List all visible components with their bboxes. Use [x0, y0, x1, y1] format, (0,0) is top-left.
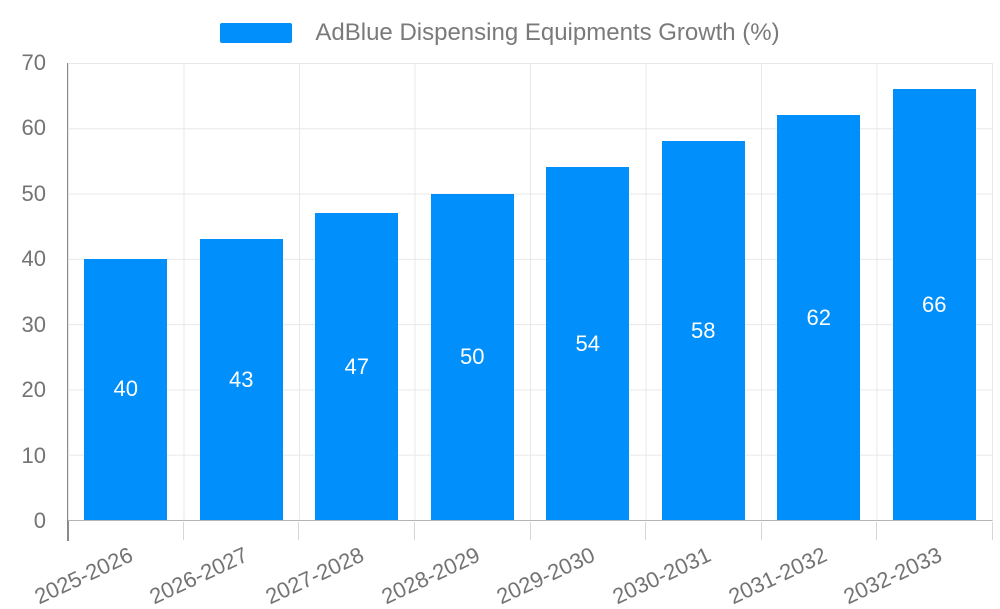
y-tick-label: 10 [21, 442, 46, 468]
x-axis-tick [760, 522, 762, 540]
bar-value-label: 43 [229, 366, 254, 392]
legend-label: AdBlue Dispensing Equipments Growth (%) [315, 19, 780, 46]
bar: 58 [661, 141, 745, 520]
x-axis-tick [529, 522, 531, 540]
bar: 50 [430, 193, 514, 520]
bar-value-label: 58 [691, 317, 716, 343]
y-axis-labels: 0 10 20 30 40 50 60 70 [0, 52, 46, 532]
x-axis-labels: 2025-2026 2026-2027 2027-2028 2028-2029 2029… [30, 542, 993, 609]
bar: 40 [84, 258, 168, 520]
x-tick-label: 2027-2028 [261, 542, 368, 609]
y-tick-label: 50 [21, 180, 46, 206]
x-axis-ticks [68, 522, 993, 540]
y-tick-label: 0 [33, 508, 46, 533]
bar-cell: 54 [530, 63, 646, 520]
bar-value-label: 50 [460, 343, 485, 369]
x-axis-tick [645, 522, 647, 540]
y-tick-label: 70 [21, 50, 46, 75]
bar-cell: 66 [877, 63, 993, 520]
bar-value-label: 54 [575, 330, 600, 356]
y-tick-label: 20 [21, 377, 46, 403]
x-axis-tick [413, 522, 415, 540]
x-axis-tick [876, 522, 878, 540]
bar: 62 [777, 115, 861, 520]
x-axis-tick [182, 522, 184, 540]
bar-value-label: 66 [922, 291, 947, 317]
bar-value-label: 62 [806, 304, 831, 330]
y-tick-label: 30 [21, 311, 46, 337]
legend: AdBlue Dispensing Equipments Growth (%) [0, 19, 1000, 46]
bar-cell: 43 [184, 63, 300, 520]
bar-cell: 47 [299, 63, 415, 520]
x-tick-label: 2030-2031 [608, 542, 715, 609]
bar-cell: 50 [415, 63, 531, 520]
bar-value-label: 40 [113, 376, 138, 402]
bar: 66 [892, 89, 976, 520]
bar: 43 [199, 239, 283, 520]
y-tick-label: 60 [21, 115, 46, 141]
plot-area: 40 43 47 50 54 58 62 66 [68, 63, 993, 521]
x-tick-label: 2032-2033 [839, 542, 946, 609]
x-tick-label: 2028-2029 [377, 542, 484, 609]
x-axis-tick [992, 522, 993, 540]
legend-swatch-icon [220, 23, 293, 44]
bar-cell: 40 [68, 63, 184, 520]
x-tick-label: 2029-2030 [492, 542, 599, 609]
y-tick-label: 40 [21, 246, 46, 272]
x-tick-label: 2026-2027 [146, 542, 253, 609]
x-tick-label: 2031-2032 [724, 542, 831, 609]
x-tick-label: 2025-2026 [30, 542, 137, 609]
bar: 54 [546, 167, 630, 520]
bar-cell: 62 [761, 63, 877, 520]
x-axis-tick [298, 522, 300, 540]
bar: 47 [315, 213, 399, 520]
bar-cell: 58 [646, 63, 762, 520]
bar-value-label: 47 [344, 353, 369, 379]
